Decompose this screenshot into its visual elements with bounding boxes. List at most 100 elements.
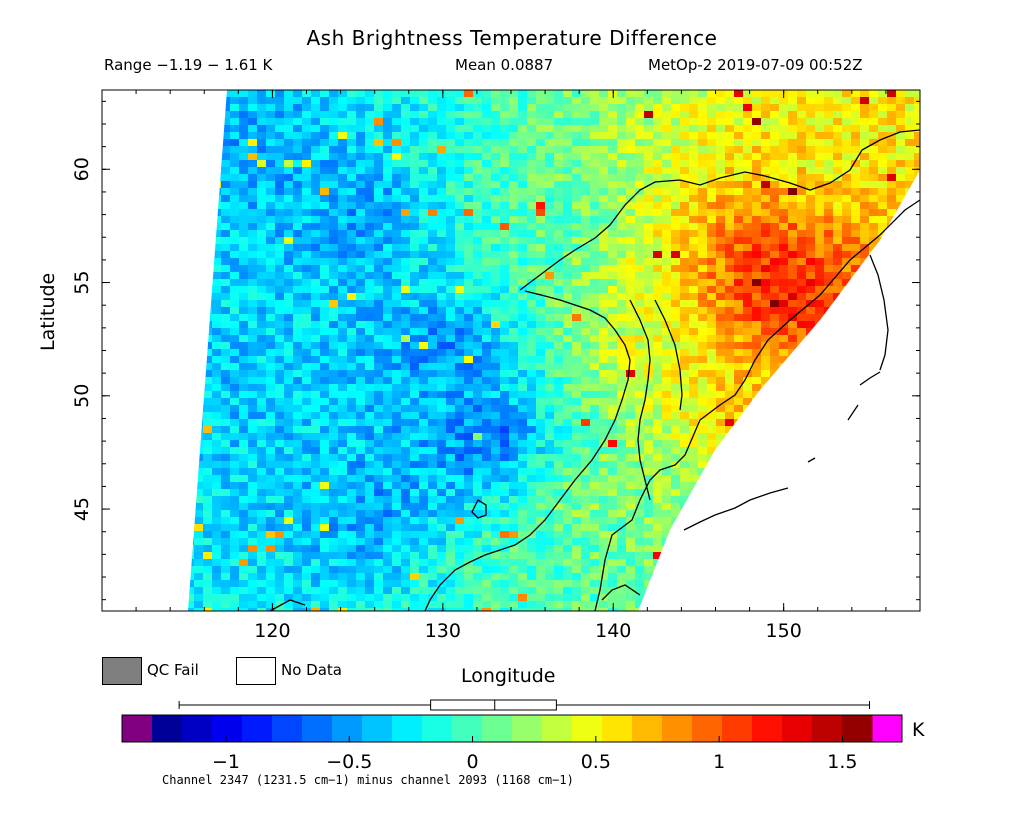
- heatmap-cell: [338, 237, 348, 245]
- heatmap-cell: [437, 195, 447, 203]
- heatmap-cell: [689, 440, 699, 448]
- heatmap-cell: [833, 146, 843, 154]
- heatmap-cell: [689, 139, 699, 147]
- heatmap-cell: [203, 405, 213, 413]
- heatmap-cell: [689, 433, 699, 441]
- heatmap-cell: [590, 237, 600, 245]
- heatmap-cell: [707, 503, 717, 511]
- heatmap-cell: [473, 118, 483, 126]
- heatmap-cell: [824, 167, 834, 175]
- heatmap-cell: [473, 293, 483, 301]
- heatmap-cell: [509, 272, 519, 280]
- heatmap-cell: [392, 167, 402, 175]
- heatmap-cell: [293, 447, 303, 455]
- heatmap-cell: [662, 272, 672, 280]
- heatmap-cell: [581, 132, 591, 140]
- heatmap-cell: [419, 370, 429, 378]
- heatmap-cell: [878, 475, 888, 483]
- heatmap-cell: [707, 482, 717, 490]
- heatmap-cell: [671, 489, 681, 497]
- heatmap-cell: [581, 454, 591, 462]
- heatmap-cell: [311, 286, 321, 294]
- heatmap-cell: [869, 202, 879, 210]
- heatmap-cell: [581, 447, 591, 455]
- heatmap-cell: [788, 258, 798, 266]
- heatmap-cell: [914, 237, 920, 245]
- heatmap-cell: [509, 426, 519, 434]
- heatmap-cell: [473, 377, 483, 385]
- heatmap-cell: [293, 426, 303, 434]
- heatmap-cell: [464, 370, 474, 378]
- heatmap-cell: [212, 370, 222, 378]
- heatmap-cell: [842, 433, 852, 441]
- chart-title: Ash Brightness Temperature Difference: [306, 26, 718, 50]
- heatmap-cell: [455, 139, 465, 147]
- heatmap-cell: [662, 496, 672, 504]
- heatmap-cell: [302, 118, 312, 126]
- heatmap-cell: [221, 419, 231, 427]
- heatmap-cell: [689, 118, 699, 126]
- heatmap-cell: [761, 475, 771, 483]
- heatmap-cell: [896, 104, 906, 112]
- heatmap-cell: [698, 363, 708, 371]
- heatmap-cell: [257, 111, 267, 119]
- heatmap-cell: [437, 370, 447, 378]
- heatmap-cell: [338, 503, 348, 511]
- heatmap-cell: [860, 237, 870, 245]
- heatmap-cell: [221, 216, 231, 224]
- heatmap-cell: [572, 146, 582, 154]
- heatmap-cell: [734, 265, 744, 273]
- heatmap-cell: [374, 195, 384, 203]
- heatmap-cell: [770, 496, 780, 504]
- heatmap-cell: [383, 251, 393, 259]
- heatmap-cell: [491, 503, 501, 511]
- heatmap-cell: [734, 167, 744, 175]
- heatmap-cell: [374, 174, 384, 182]
- heatmap-cell: [707, 405, 717, 413]
- heatmap-cell: [752, 300, 762, 308]
- heatmap-cell: [653, 195, 663, 203]
- heatmap-cell: [662, 118, 672, 126]
- heatmap-cell: [518, 342, 528, 350]
- heatmap-cell: [815, 139, 825, 147]
- heatmap-cell: [878, 370, 888, 378]
- heatmap-cell: [725, 167, 735, 175]
- heatmap-cell: [365, 132, 375, 140]
- heatmap-cell: [698, 195, 708, 203]
- heatmap-cell: [734, 230, 744, 238]
- heatmap-cell: [545, 188, 555, 196]
- heatmap-cell: [320, 300, 330, 308]
- heatmap-cell: [266, 321, 276, 329]
- heatmap-cell: [194, 454, 204, 462]
- heatmap-cell: [428, 384, 438, 392]
- heatmap-cell: [293, 356, 303, 364]
- heatmap-cell: [356, 272, 366, 280]
- heatmap-cell: [734, 412, 744, 420]
- heatmap-cell: [284, 328, 294, 336]
- heatmap-cell: [320, 181, 330, 189]
- heatmap-cell: [338, 482, 348, 490]
- heatmap-cell: [491, 202, 501, 210]
- heatmap-cell: [689, 230, 699, 238]
- heatmap-cell: [914, 167, 920, 175]
- heatmap-cell: [536, 405, 546, 413]
- heatmap-cell: [536, 125, 546, 133]
- heatmap-cell: [860, 195, 870, 203]
- heatmap-cell: [188, 475, 195, 483]
- heatmap-cell: [464, 496, 474, 504]
- heatmap-cell: [896, 244, 906, 252]
- heatmap-cell: [410, 160, 420, 168]
- heatmap-cell: [563, 426, 573, 434]
- heatmap-cell: [662, 503, 672, 511]
- heatmap-cell: [734, 90, 744, 98]
- heatmap-cell: [464, 90, 474, 98]
- heatmap-cell: [914, 209, 920, 217]
- heatmap-cell: [212, 496, 222, 504]
- heatmap-cell: [437, 482, 447, 490]
- heatmap-cell: [554, 286, 564, 294]
- heatmap-cell: [410, 125, 420, 133]
- heatmap-cell: [869, 391, 879, 399]
- heatmap-cell: [887, 468, 897, 476]
- heatmap-cell: [545, 272, 555, 280]
- heatmap-cell: [743, 90, 753, 98]
